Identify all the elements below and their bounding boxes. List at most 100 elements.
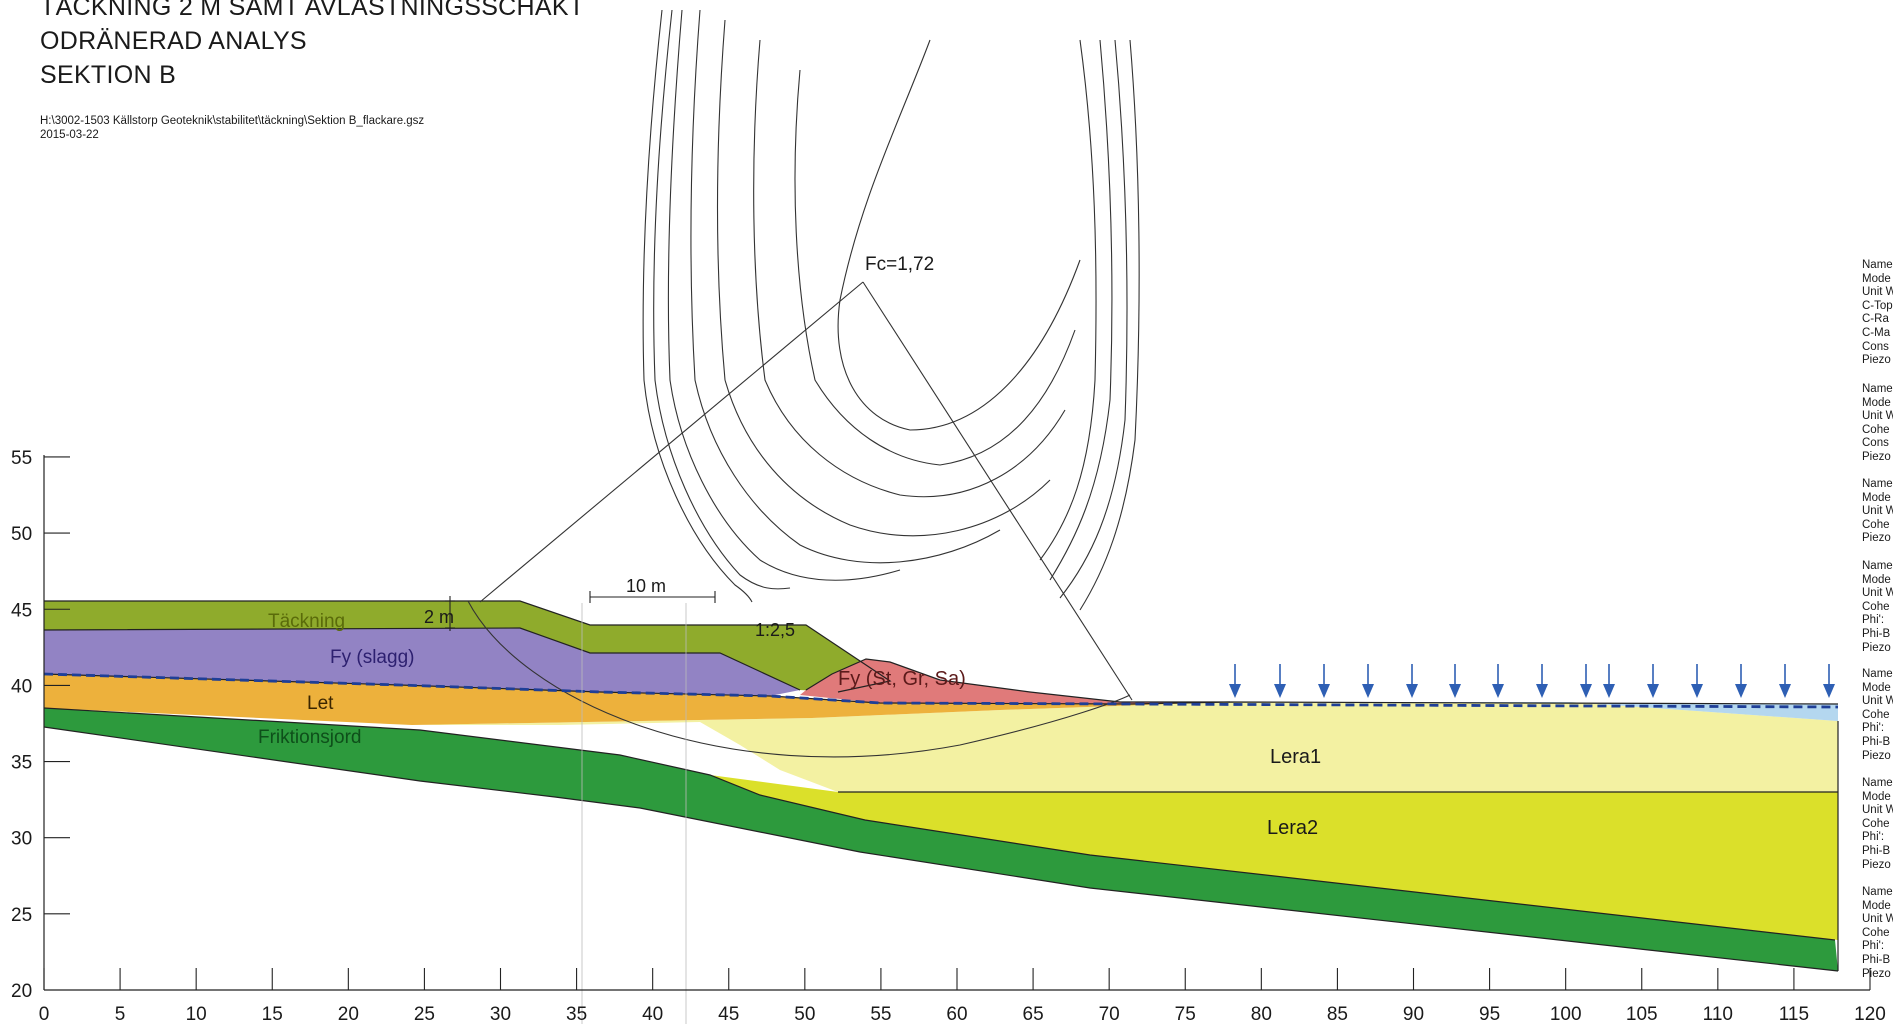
center-ray-left bbox=[479, 281, 864, 603]
y-tick-label: 55 bbox=[11, 448, 32, 469]
label-lera1: Lera1 bbox=[1270, 746, 1321, 768]
x-tick-label: 115 bbox=[1779, 1004, 1809, 1024]
property-label: Phi': bbox=[1862, 722, 1885, 735]
property-label: Name bbox=[1862, 668, 1893, 680]
property-label: Cohe bbox=[1862, 926, 1890, 939]
thickness-label: 2 m bbox=[424, 607, 454, 627]
property-label: Mode bbox=[1862, 396, 1891, 409]
y-tick-label: 35 bbox=[11, 753, 32, 774]
title-line-1: TÄCKNING 2 M SAMT AVLASTNINGSSCHAKT bbox=[40, 0, 585, 21]
x-tick-label: 65 bbox=[1023, 1004, 1044, 1024]
x-tick-label: 95 bbox=[1479, 1004, 1500, 1024]
material-properties-panel: Name Mode Unit W Cohe Phi': Phi-B Piezo bbox=[1862, 668, 1893, 763]
property-label: Piezo bbox=[1862, 749, 1891, 762]
property-label: Unit W bbox=[1862, 505, 1893, 518]
x-tick-label: 100 bbox=[1550, 1004, 1582, 1024]
file-info: H:\3002-1503 Källstorp Geoteknik\stabili… bbox=[40, 114, 424, 142]
property-label: C-Ra bbox=[1862, 313, 1889, 326]
property-label: Name bbox=[1862, 383, 1893, 395]
surface-load-arrows bbox=[1229, 664, 1835, 698]
property-label: Unit W bbox=[1862, 587, 1893, 600]
x-tick-label: 120 bbox=[1854, 1004, 1886, 1024]
title-block: TÄCKNING 2 M SAMT AVLASTNINGSSCHAKT ODRÄ… bbox=[40, 0, 584, 92]
property-label: Unit W bbox=[1862, 410, 1893, 423]
property-label: Phi-B bbox=[1862, 953, 1891, 966]
property-label: Name bbox=[1862, 478, 1893, 490]
label-tackning: Täckning bbox=[268, 611, 345, 632]
layer-let bbox=[44, 674, 1230, 725]
x-tick-label: 45 bbox=[718, 1004, 739, 1024]
property-label: Name bbox=[1862, 886, 1893, 898]
layer-lera1 bbox=[412, 702, 1838, 792]
y-axis-ticks: 20 25 30 35 40 45 50 55 bbox=[11, 448, 70, 1002]
scale-bar-label: 10 m bbox=[626, 576, 666, 596]
x-tick-label: 80 bbox=[1251, 1004, 1272, 1024]
property-label: Piezo bbox=[1862, 532, 1891, 545]
property-label: Piezo bbox=[1862, 858, 1891, 871]
label-fy-slagg: Fy (slagg) bbox=[330, 647, 414, 668]
material-properties-panel: Name Mode Unit W C-Top C-Ra C-Ma Cons Piezo bbox=[1862, 259, 1893, 368]
center-ray-right bbox=[862, 281, 1133, 701]
property-label: Piezo bbox=[1862, 450, 1891, 463]
contour-lines bbox=[642, 9, 1140, 611]
property-label: Name bbox=[1862, 777, 1893, 789]
material-properties-panel: Name Mode Unit W Cohe Piezo bbox=[1862, 478, 1893, 546]
layer-friktionsjord bbox=[44, 708, 1838, 971]
property-label: Cons bbox=[1862, 437, 1889, 450]
x-tick-label: 55 bbox=[870, 1004, 891, 1024]
layer-lera2 bbox=[710, 775, 1838, 940]
slip-geometry bbox=[467, 281, 1133, 758]
x-tick-label: 60 bbox=[946, 1004, 967, 1024]
layer-fy-st-gr-sa bbox=[800, 659, 1230, 704]
x-tick-label: 15 bbox=[262, 1004, 283, 1024]
label-lera2: Lera2 bbox=[1267, 817, 1318, 839]
property-label: Mode bbox=[1862, 573, 1891, 586]
y-tick-label: 50 bbox=[11, 524, 32, 545]
property-label: Cohe bbox=[1862, 817, 1890, 830]
dimension-markers bbox=[445, 591, 716, 1024]
property-label: Piezo bbox=[1862, 967, 1891, 980]
property-label: Unit W bbox=[1862, 695, 1893, 708]
x-tick-label: 5 bbox=[115, 1004, 126, 1024]
x-tick-label: 105 bbox=[1626, 1004, 1658, 1024]
y-tick-label: 30 bbox=[11, 829, 32, 850]
x-tick-label: 30 bbox=[490, 1004, 511, 1024]
x-axis-ticks: 0 5 10 15 20 25 30 35 40 45 50 55 60 65 70 75 80 85 90 95 10… bbox=[39, 968, 1886, 1024]
x-tick-label: 0 bbox=[39, 1004, 50, 1024]
label-fy-st-gr-sa: Fy (St, Gr, Sa) bbox=[838, 668, 966, 690]
property-label: Mode bbox=[1862, 899, 1891, 912]
title-line-2: ODRÄNERAD ANALYS bbox=[40, 27, 307, 55]
property-label: Phi': bbox=[1862, 614, 1885, 627]
y-tick-label: 45 bbox=[11, 600, 32, 621]
property-label: Cons bbox=[1862, 340, 1889, 353]
water-table bbox=[43, 672, 1839, 709]
property-label: Mode bbox=[1862, 790, 1891, 803]
x-tick-label: 85 bbox=[1327, 1004, 1348, 1024]
x-tick-label: 20 bbox=[338, 1004, 359, 1024]
x-tick-label: 25 bbox=[414, 1004, 435, 1024]
layer-tackning bbox=[44, 601, 890, 692]
y-tick-label: 40 bbox=[11, 676, 32, 697]
property-label: Unit W bbox=[1862, 286, 1893, 299]
slope-ratio-label: 1:2,5 bbox=[755, 620, 795, 640]
material-properties-panel: Name Mode Unit W Cohe Cons Piezo bbox=[1862, 383, 1893, 465]
x-tick-label: 90 bbox=[1403, 1004, 1424, 1024]
property-label: Cohe bbox=[1862, 708, 1890, 721]
critical-slip-surface bbox=[467, 600, 1131, 758]
property-label: Mode bbox=[1862, 681, 1891, 694]
y-tick-label: 25 bbox=[11, 905, 32, 926]
property-label: Mode bbox=[1862, 272, 1891, 285]
property-label: Mode bbox=[1862, 491, 1891, 504]
property-label: Cohe bbox=[1862, 423, 1890, 436]
factor-of-safety-label: Fc=1,72 bbox=[865, 254, 934, 275]
x-tick-label: 75 bbox=[1175, 1004, 1196, 1024]
x-tick-label: 35 bbox=[566, 1004, 587, 1024]
soil-layers bbox=[43, 600, 1839, 972]
x-tick-label: 10 bbox=[186, 1004, 207, 1024]
property-label: Phi': bbox=[1862, 831, 1885, 844]
x-tick-label: 70 bbox=[1099, 1004, 1120, 1024]
y-tick-label: 20 bbox=[11, 981, 32, 1002]
property-label: Name bbox=[1862, 259, 1893, 271]
property-label: Cohe bbox=[1862, 600, 1890, 613]
property-label: Name bbox=[1862, 560, 1893, 572]
